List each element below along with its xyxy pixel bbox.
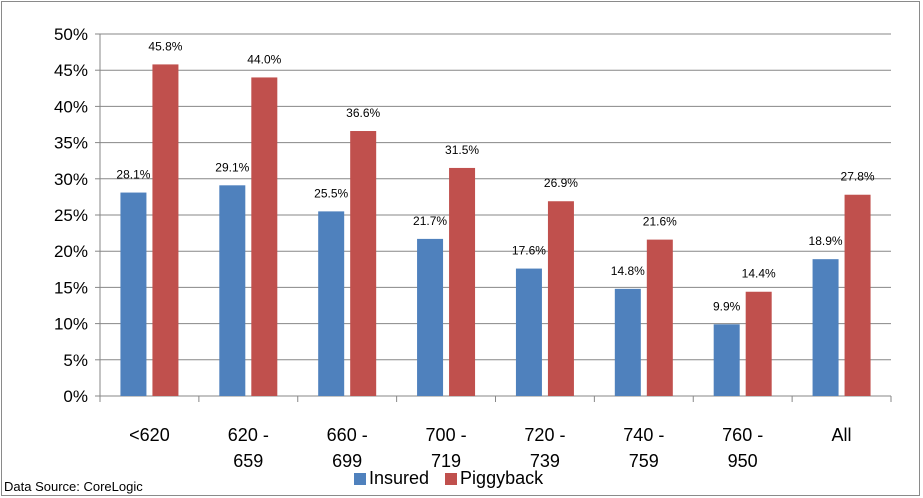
bar-insured — [318, 211, 345, 396]
data-label-insured: 29.1% — [215, 160, 249, 174]
bar-piggyback — [449, 167, 476, 396]
data-label-insured: 18.9% — [809, 234, 843, 248]
x-tick-label-line: 660 - — [327, 425, 368, 445]
y-tick-label: 20% — [54, 242, 88, 261]
bar-insured — [417, 238, 444, 396]
y-tick-label: 5% — [63, 351, 88, 370]
y-tick-label: 10% — [54, 315, 88, 334]
bar-insured — [812, 259, 839, 396]
legend-swatch-piggyback — [445, 472, 458, 485]
data-label-insured: 25.5% — [314, 186, 348, 200]
x-tick-label-line: 700 - — [426, 425, 467, 445]
data-label-piggyback: 26.9% — [544, 176, 578, 190]
bar-piggyback — [745, 291, 772, 396]
data-label-piggyback: 36.6% — [346, 106, 380, 120]
bar-piggyback — [844, 194, 871, 396]
data-label-piggyback: 27.8% — [841, 170, 875, 184]
y-tick-label: 35% — [54, 134, 88, 153]
legend-label-insured: Insured — [369, 468, 430, 488]
data-label-piggyback: 31.5% — [445, 143, 479, 157]
x-tick-label: 720 - 739 — [524, 425, 565, 471]
data-label-piggyback: 44.0% — [247, 52, 281, 66]
bar-insured — [713, 324, 740, 396]
bar-piggyback — [547, 201, 574, 396]
x-tick-label-line: 759 — [629, 451, 659, 471]
data-label-piggyback: 14.4% — [742, 267, 776, 281]
data-label-insured: 14.8% — [611, 264, 645, 278]
x-tick-label-line: 950 — [728, 451, 758, 471]
x-tick-label-line: 739 — [530, 451, 560, 471]
x-tick-label: 660 - 699 — [327, 425, 368, 471]
legend-swatch-insured — [354, 472, 366, 485]
bar-insured — [515, 268, 542, 396]
bar-piggyback — [152, 64, 179, 397]
x-tick-label-line: 620 - — [228, 425, 269, 445]
y-tick-label: 15% — [54, 278, 88, 297]
y-tick-label: 45% — [54, 61, 88, 80]
x-tick-label-line: 659 — [233, 451, 263, 471]
x-tick-label: 760 - 950 — [722, 425, 763, 471]
data-label-piggyback: 45.8% — [148, 39, 182, 53]
legend-item-insured: Insured — [354, 468, 429, 489]
x-tick-label-line: 720 - — [524, 425, 565, 445]
bar-insured — [614, 288, 641, 396]
x-tick-label-line: 699 — [332, 451, 362, 471]
x-tick-label-line: 740 - — [623, 425, 664, 445]
x-tick-label: 620 - 659 — [228, 425, 269, 471]
data-label-piggyback: 21.6% — [643, 215, 677, 229]
x-tick-label-line: 719 — [431, 451, 461, 471]
source-note: Data Source: CoreLogic — [4, 479, 143, 494]
y-tick-label: 30% — [54, 170, 88, 189]
legend-label-piggyback: Piggyback — [460, 468, 544, 488]
data-label-insured: 17.6% — [512, 244, 546, 258]
x-tick-label: 740 - 759 — [623, 425, 664, 471]
bar-piggyback — [350, 131, 377, 397]
legend: Insured Piggyback — [354, 468, 559, 489]
data-label-insured: 21.7% — [413, 214, 447, 228]
x-tick-label: 700 - 719 — [426, 425, 467, 471]
legend-item-piggyback: Piggyback — [445, 468, 543, 489]
x-tick-label-line: All — [832, 425, 852, 445]
x-tick-label: <620 — [129, 425, 170, 445]
x-tick-label-line: 760 - — [722, 425, 763, 445]
data-label-insured: 28.1% — [116, 168, 150, 182]
bar-piggyback — [646, 239, 673, 396]
y-tick-label: 0% — [63, 387, 88, 406]
bar-insured — [219, 185, 246, 396]
bar-insured — [120, 192, 147, 396]
data-label-insured: 9.9% — [713, 299, 741, 313]
y-tick-label: 25% — [54, 206, 88, 225]
y-tick-label: 50% — [54, 25, 88, 44]
x-tick-label: All — [832, 425, 852, 445]
x-tick-label-line: <620 — [129, 425, 170, 445]
bar-piggyback — [251, 77, 278, 396]
y-tick-label: 40% — [54, 97, 88, 116]
